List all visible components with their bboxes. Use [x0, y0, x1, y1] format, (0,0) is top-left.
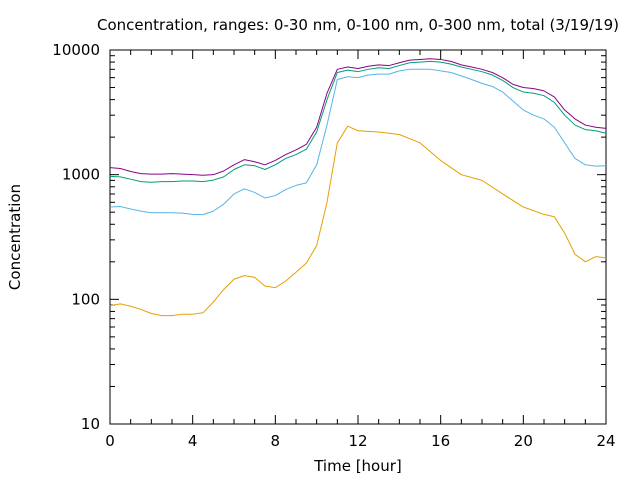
series-line-3	[109, 60, 607, 183]
x-tick-label: 16	[431, 432, 450, 450]
x-tick-label: 12	[348, 432, 367, 450]
series-line-4	[109, 58, 607, 176]
series-line-2	[109, 68, 607, 216]
x-tick-label: 8	[271, 432, 281, 450]
x-tick-label: 4	[188, 432, 198, 450]
y-tick-label: 10	[81, 415, 100, 433]
y-tick-label: 1000	[62, 166, 100, 184]
chart-title: Concentration, ranges: 0-30 nm, 0-100 nm…	[97, 16, 619, 34]
plot-area: 10 100 1000 10000 0 4 8 12 16 20 24	[52, 41, 615, 450]
x-tick-label: 20	[514, 432, 533, 450]
y-tick-label: 10000	[52, 41, 100, 59]
y-tick-label: 100	[71, 290, 100, 308]
y-axis-label-group: Concentration	[6, 184, 24, 290]
plot-frame	[109, 49, 607, 425]
x-tick-label: 0	[105, 432, 115, 450]
series-line-1	[109, 125, 607, 317]
y-axis-label: Concentration	[6, 184, 24, 290]
x-axis-label: Time [hour]	[313, 457, 402, 475]
x-tick-label: 24	[596, 432, 615, 450]
